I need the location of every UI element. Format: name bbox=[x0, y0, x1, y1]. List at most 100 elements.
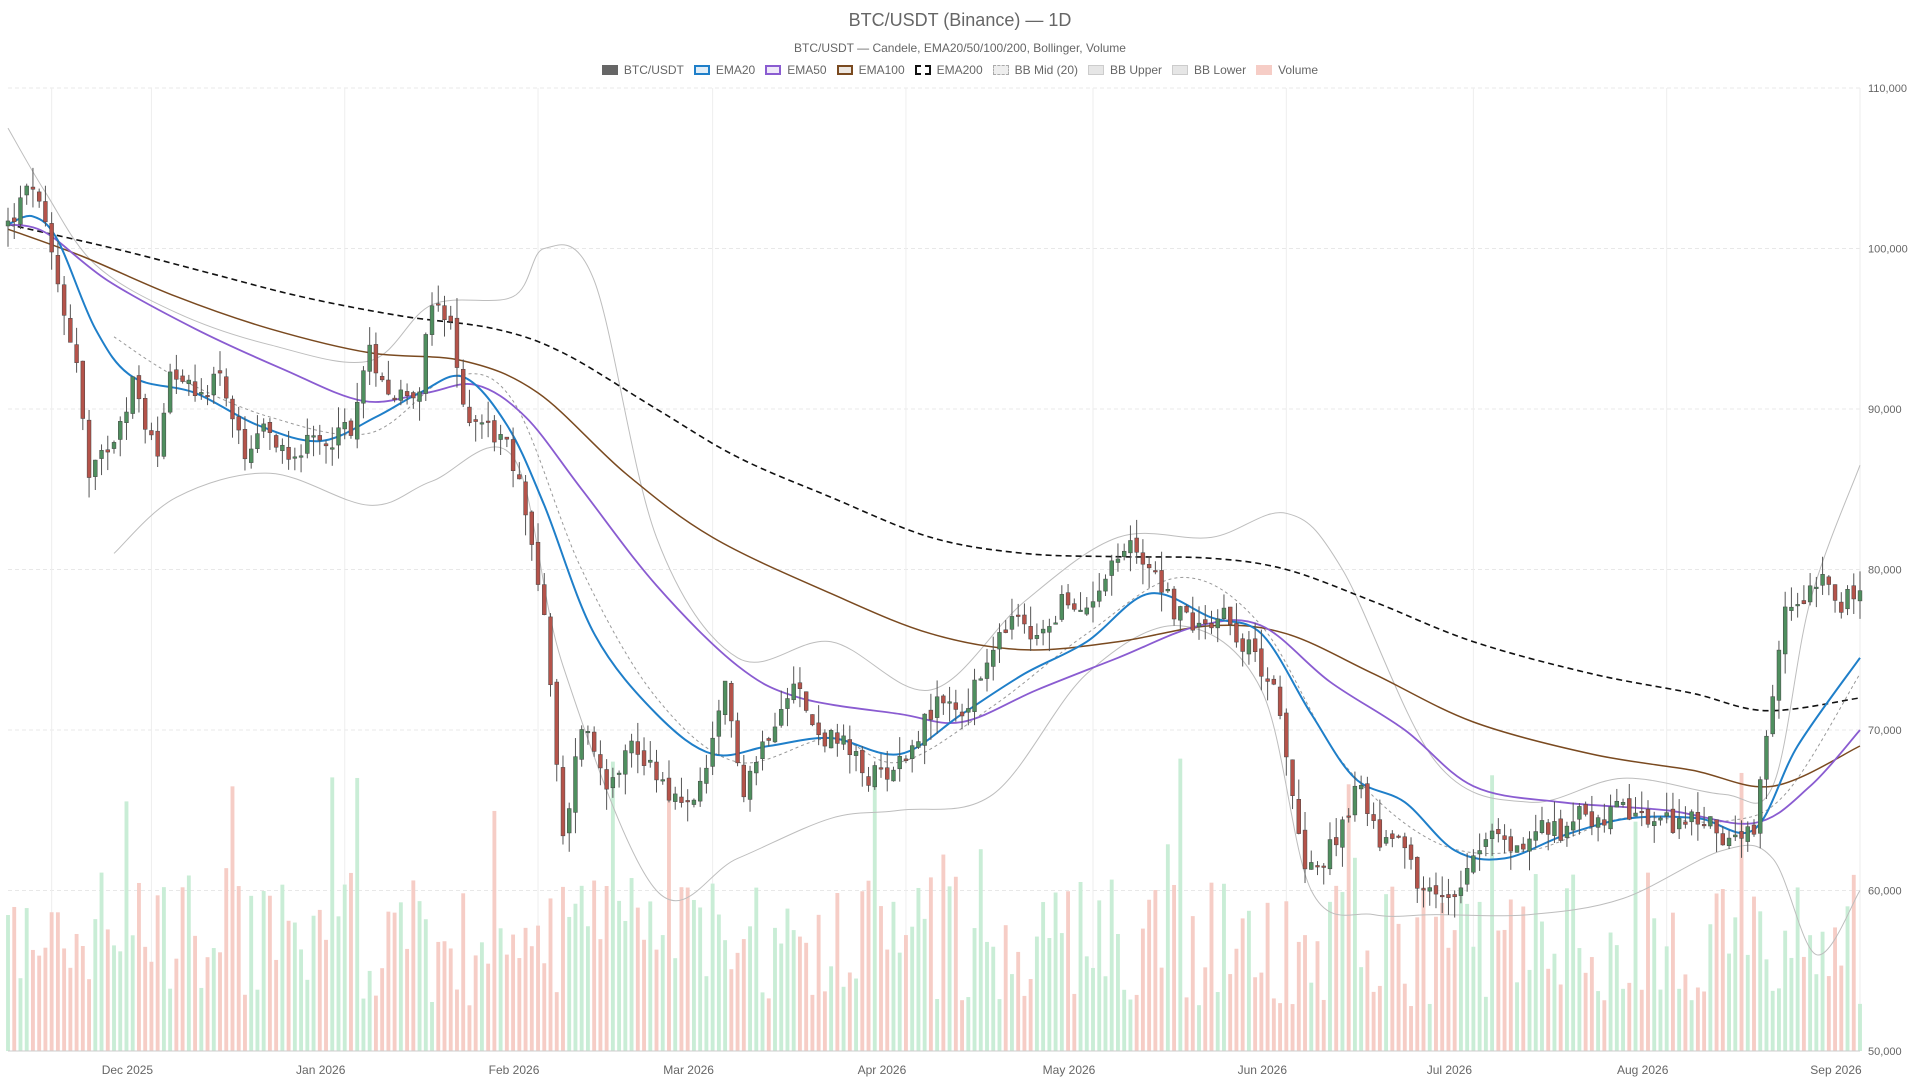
legend-item-btc-usdt[interactable]: BTC/USDT bbox=[601, 63, 684, 77]
volume-bar bbox=[1695, 987, 1700, 1051]
candle bbox=[685, 800, 690, 803]
x-tick-label: Jun 2026 bbox=[1238, 1063, 1288, 1077]
volume-bar bbox=[411, 880, 416, 1051]
candle bbox=[192, 381, 198, 397]
candle bbox=[928, 709, 934, 720]
candle bbox=[872, 765, 877, 788]
candle bbox=[492, 420, 497, 443]
candle bbox=[99, 450, 104, 459]
candle bbox=[1128, 540, 1133, 554]
volume-bar bbox=[130, 935, 135, 1051]
candle bbox=[1508, 836, 1513, 852]
volume-bar bbox=[1240, 918, 1245, 1051]
candle bbox=[180, 375, 185, 382]
candle bbox=[1165, 589, 1171, 592]
volume-bar bbox=[585, 926, 590, 1051]
candle bbox=[1203, 619, 1208, 624]
volume-bar bbox=[380, 968, 385, 1051]
volume-bar bbox=[118, 951, 123, 1051]
candle bbox=[978, 678, 983, 681]
volume-bar bbox=[1016, 951, 1021, 1051]
volume-bar bbox=[1515, 982, 1519, 1051]
volume-bar bbox=[504, 954, 509, 1051]
volume-bar bbox=[723, 940, 728, 1051]
volume-bar bbox=[1833, 927, 1837, 1051]
legend-label: BTC/USDT bbox=[623, 63, 684, 77]
volume-bar bbox=[985, 941, 989, 1051]
volume-bar bbox=[617, 900, 622, 1051]
candle bbox=[1807, 585, 1813, 603]
volume-bar bbox=[1633, 821, 1638, 1051]
volume-bar bbox=[1296, 941, 1301, 1051]
axes: 50,000 60,000 70,000 80,000 90,000 100,000 110… bbox=[8, 83, 1908, 1077]
volume-bar bbox=[1670, 912, 1675, 1051]
volume-bar bbox=[1041, 902, 1046, 1051]
volume-bar bbox=[835, 893, 840, 1051]
volume-bar bbox=[1066, 891, 1071, 1051]
volume-bar bbox=[879, 906, 883, 1051]
candle bbox=[635, 741, 640, 755]
candle bbox=[1464, 868, 1470, 885]
volume-bar bbox=[236, 886, 241, 1051]
candle bbox=[598, 754, 603, 769]
candle bbox=[535, 541, 541, 585]
candle bbox=[1383, 837, 1389, 844]
volume-bar bbox=[860, 891, 865, 1051]
candle bbox=[311, 435, 316, 438]
candle bbox=[934, 696, 940, 718]
candle bbox=[1726, 837, 1732, 847]
x-tick-label: Mar 2026 bbox=[663, 1063, 714, 1077]
candle bbox=[610, 777, 616, 789]
volume-bar bbox=[935, 999, 940, 1051]
legend-item-bb-upper[interactable]: BB Upper bbox=[1088, 63, 1162, 77]
volume-bar bbox=[1683, 974, 1688, 1051]
candle bbox=[754, 761, 759, 774]
volume-bar bbox=[1465, 903, 1470, 1051]
legend-item-bb-mid-20[interactable]: BB Mid (20) bbox=[992, 63, 1078, 77]
candle bbox=[454, 317, 460, 368]
legend-item-ema50[interactable]: EMA50 bbox=[765, 63, 827, 77]
volume-bar bbox=[573, 903, 578, 1051]
candle bbox=[779, 709, 784, 726]
volume-bar bbox=[1546, 968, 1551, 1051]
legend-item-ema200[interactable]: EMA200 bbox=[914, 63, 983, 77]
candle bbox=[1271, 678, 1277, 685]
volume-bar bbox=[916, 887, 921, 1051]
volume-bar bbox=[1677, 988, 1682, 1051]
candle bbox=[1552, 821, 1557, 836]
legend-item-volume[interactable]: Volume bbox=[1256, 63, 1318, 77]
volume-bar bbox=[1826, 976, 1831, 1051]
y-tick-label: 60,000 bbox=[1868, 886, 1902, 898]
legend-item-bb-lower[interactable]: BB Lower bbox=[1172, 63, 1246, 77]
volume-bar bbox=[561, 886, 565, 1051]
candle bbox=[1415, 856, 1420, 889]
volume-bar bbox=[124, 801, 129, 1051]
volume-bar bbox=[517, 958, 522, 1051]
volume-bar bbox=[1720, 889, 1725, 1051]
candle bbox=[118, 421, 123, 440]
candle bbox=[1003, 629, 1008, 633]
candle bbox=[1265, 678, 1270, 682]
volume-bar bbox=[704, 976, 709, 1051]
volume-bar bbox=[847, 972, 852, 1051]
volume-bar bbox=[1795, 887, 1800, 1051]
volume-bar bbox=[1708, 924, 1713, 1051]
candle bbox=[1065, 592, 1071, 606]
volume-bar bbox=[1577, 948, 1582, 1051]
candle bbox=[1583, 804, 1588, 815]
candle bbox=[1009, 616, 1015, 630]
volume-bar bbox=[1596, 991, 1601, 1051]
candle bbox=[336, 427, 341, 446]
legend-item-ema20[interactable]: EMA20 bbox=[693, 63, 755, 77]
candle bbox=[1371, 814, 1376, 821]
volume-bar bbox=[1652, 918, 1657, 1051]
candle bbox=[411, 392, 416, 399]
legend-item-ema100[interactable]: EMA100 bbox=[836, 63, 905, 77]
volume-bar bbox=[1165, 844, 1170, 1051]
volume-bar bbox=[1346, 784, 1351, 1051]
volume-bar bbox=[891, 901, 896, 1051]
volume-bar bbox=[1246, 910, 1251, 1051]
volume-bar bbox=[1727, 953, 1731, 1051]
volume-bar bbox=[1053, 892, 1058, 1051]
candle bbox=[86, 419, 92, 478]
